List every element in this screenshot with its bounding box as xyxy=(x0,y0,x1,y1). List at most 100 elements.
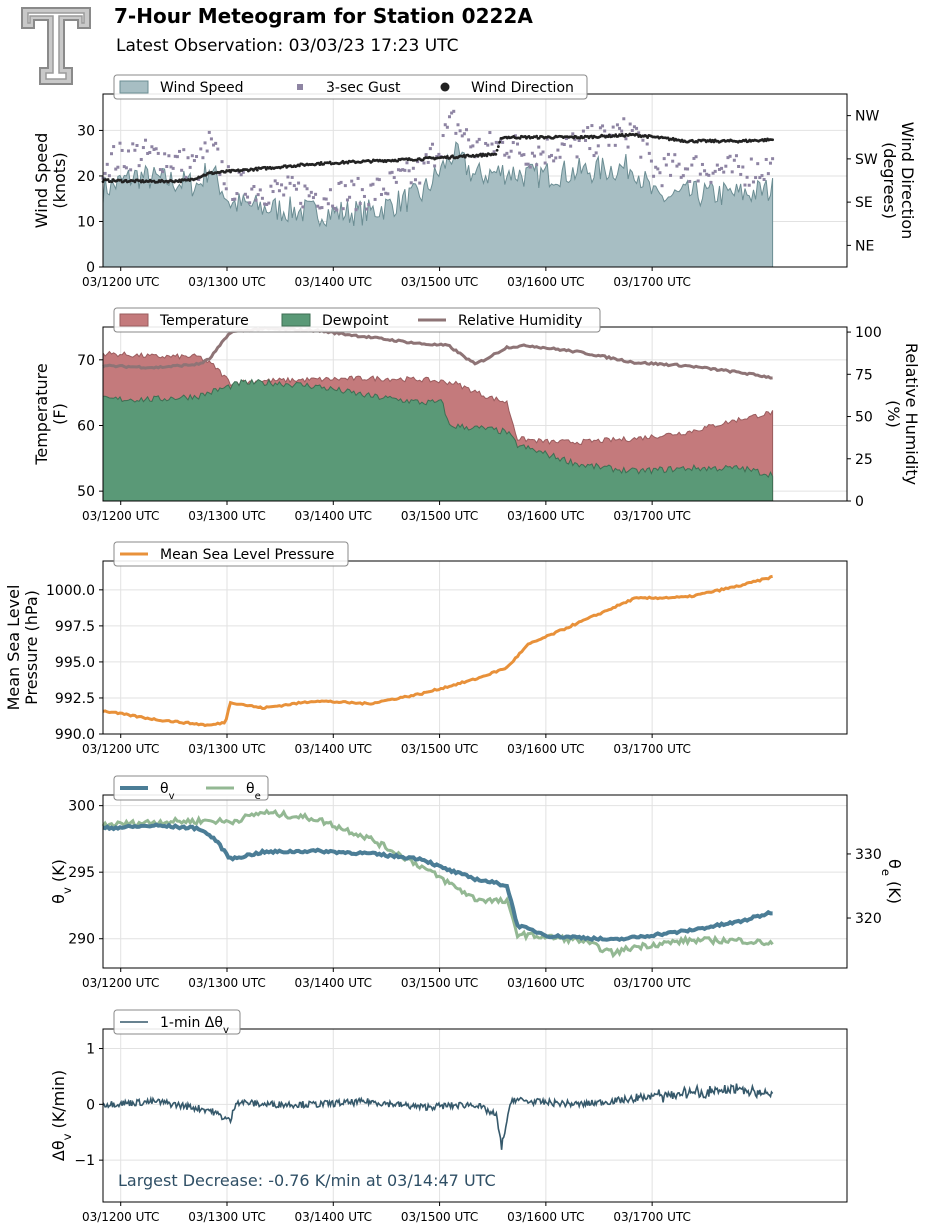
gust-marker xyxy=(590,124,594,128)
gust-marker xyxy=(452,109,456,113)
gust-marker xyxy=(686,167,690,171)
wind-direction-marker xyxy=(319,160,323,164)
wind-direction-marker xyxy=(479,152,482,156)
gust-marker xyxy=(137,164,141,168)
gust-marker xyxy=(250,187,254,191)
gust-marker xyxy=(586,126,590,130)
gust-marker xyxy=(339,180,343,184)
gust-marker xyxy=(105,162,109,166)
wind-direction-marker xyxy=(607,133,611,137)
gust-marker xyxy=(679,175,683,179)
gust-marker xyxy=(277,189,281,193)
gust-marker xyxy=(671,159,675,163)
gust-marker xyxy=(720,166,724,170)
gust-marker xyxy=(649,159,653,163)
gust-marker xyxy=(407,169,411,173)
axis-label-line: (knots) xyxy=(50,152,69,208)
gust-marker xyxy=(326,202,330,206)
gust-marker xyxy=(384,191,388,195)
wind-direction-marker xyxy=(463,155,467,159)
gust-marker xyxy=(375,177,379,181)
gust-marker xyxy=(556,148,560,152)
legend-box xyxy=(113,307,601,333)
gust-marker xyxy=(220,160,224,164)
axis-label-line: (F) xyxy=(50,403,69,425)
gust-marker xyxy=(554,156,558,160)
gust-marker xyxy=(460,134,464,138)
largest-decrease-annotation: Largest Decrease: -0.76 K/min at 03/14:4… xyxy=(118,1171,496,1190)
gust-marker xyxy=(756,162,760,166)
wind-direction-marker xyxy=(298,164,301,168)
gust-marker xyxy=(654,165,658,169)
x-tick-label: 03/1200 UTC xyxy=(82,275,159,289)
gust-marker xyxy=(771,157,775,161)
gust-marker xyxy=(513,134,517,138)
axis-label-line: θv (K) xyxy=(49,859,74,904)
y-tick-label: 300 xyxy=(68,799,95,815)
gust-marker xyxy=(749,157,753,161)
wind-direction-marker xyxy=(318,163,322,167)
gust-marker xyxy=(507,155,511,159)
gust-marker xyxy=(428,147,432,151)
x-tick-label: 03/1700 UTC xyxy=(613,1210,690,1224)
wind-direction-marker xyxy=(495,148,499,152)
gust-marker xyxy=(609,133,613,137)
gust-marker xyxy=(613,143,617,147)
gust-marker xyxy=(658,171,662,175)
legend-box xyxy=(113,1009,241,1035)
gust-marker xyxy=(265,202,269,206)
gust-marker xyxy=(258,188,262,192)
gust-marker xyxy=(501,140,505,144)
gust-marker xyxy=(173,154,177,158)
gust-marker xyxy=(673,153,677,157)
gust-marker xyxy=(360,188,364,192)
gust-marker xyxy=(584,138,588,142)
x-tick-label: 03/1500 UTC xyxy=(401,742,478,756)
gust-marker xyxy=(430,142,434,146)
plot-frame xyxy=(102,1028,848,1203)
x-tick-label: 03/1400 UTC xyxy=(295,275,372,289)
x-tick-label: 03/1600 UTC xyxy=(507,275,584,289)
gust-marker xyxy=(660,184,664,188)
gust-marker xyxy=(715,163,719,167)
gust-marker xyxy=(231,197,235,201)
gust-marker xyxy=(413,178,417,182)
gust-marker xyxy=(632,125,636,129)
gust-marker xyxy=(496,141,500,145)
gust-marker xyxy=(522,153,526,157)
gust-marker xyxy=(575,155,579,159)
gust-marker xyxy=(471,144,475,148)
y2-axis-label: Wind Direction(degrees) xyxy=(880,122,917,240)
gust-marker xyxy=(526,162,530,166)
axis-label-line: Pressure (hPa) xyxy=(22,590,41,705)
gust-marker xyxy=(552,159,556,163)
gust-marker xyxy=(560,142,564,146)
gust-marker xyxy=(365,207,369,211)
x-tick-label: 03/1700 UTC xyxy=(613,976,690,990)
gust-marker xyxy=(352,183,356,187)
gust-marker xyxy=(403,168,407,172)
gust-marker xyxy=(335,208,339,212)
gust-marker xyxy=(690,163,694,167)
wind-direction-marker xyxy=(535,134,539,138)
gust-marker xyxy=(437,152,441,156)
gust-marker xyxy=(745,175,749,179)
gust-marker xyxy=(280,183,284,187)
gust-marker xyxy=(458,129,462,133)
gust-marker xyxy=(624,137,628,141)
axis-label-line: Δθv (K/min) xyxy=(49,1070,74,1161)
gust-marker xyxy=(348,195,352,199)
gust-marker xyxy=(505,151,509,155)
gust-marker xyxy=(628,122,632,126)
y2-tick-label: SW xyxy=(855,152,878,168)
gust-marker xyxy=(577,138,581,142)
gust-marker xyxy=(711,171,715,175)
x-tick-label: 03/1300 UTC xyxy=(188,1210,265,1224)
gust-marker xyxy=(292,184,296,188)
y-axis-label: Wind Speed (knots) xyxy=(32,133,69,228)
gust-marker xyxy=(256,193,260,197)
gust-marker xyxy=(598,126,602,130)
gust-marker xyxy=(694,155,698,159)
y-tick-label: 30 xyxy=(77,123,95,139)
gust-marker xyxy=(652,174,656,178)
